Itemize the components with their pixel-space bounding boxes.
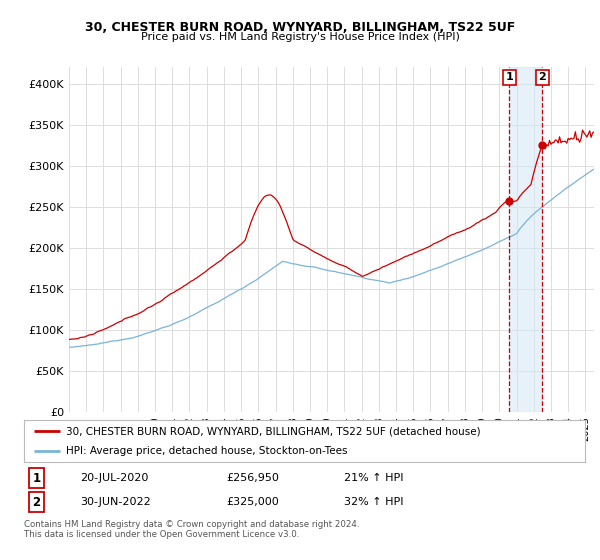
Text: 1: 1: [32, 472, 40, 484]
Text: 30-JUN-2022: 30-JUN-2022: [80, 497, 151, 507]
Text: Contains HM Land Registry data © Crown copyright and database right 2024.
This d: Contains HM Land Registry data © Crown c…: [24, 520, 359, 539]
Text: 20-JUL-2020: 20-JUL-2020: [80, 473, 148, 483]
Text: 30, CHESTER BURN ROAD, WYNYARD, BILLINGHAM, TS22 5UF (detached house): 30, CHESTER BURN ROAD, WYNYARD, BILLINGH…: [66, 426, 481, 436]
Bar: [509, 67, 542, 412]
Text: 32% ↑ HPI: 32% ↑ HPI: [344, 497, 403, 507]
Text: 21% ↑ HPI: 21% ↑ HPI: [344, 473, 403, 483]
Text: 2: 2: [32, 496, 40, 508]
Text: £325,000: £325,000: [226, 497, 279, 507]
Text: £256,950: £256,950: [226, 473, 279, 483]
Text: 1: 1: [505, 72, 513, 82]
Text: 30, CHESTER BURN ROAD, WYNYARD, BILLINGHAM, TS22 5UF: 30, CHESTER BURN ROAD, WYNYARD, BILLINGH…: [85, 21, 515, 34]
Text: Price paid vs. HM Land Registry's House Price Index (HPI): Price paid vs. HM Land Registry's House …: [140, 32, 460, 43]
Text: HPI: Average price, detached house, Stockton-on-Tees: HPI: Average price, detached house, Stoc…: [66, 446, 347, 456]
Text: 2: 2: [538, 72, 546, 82]
